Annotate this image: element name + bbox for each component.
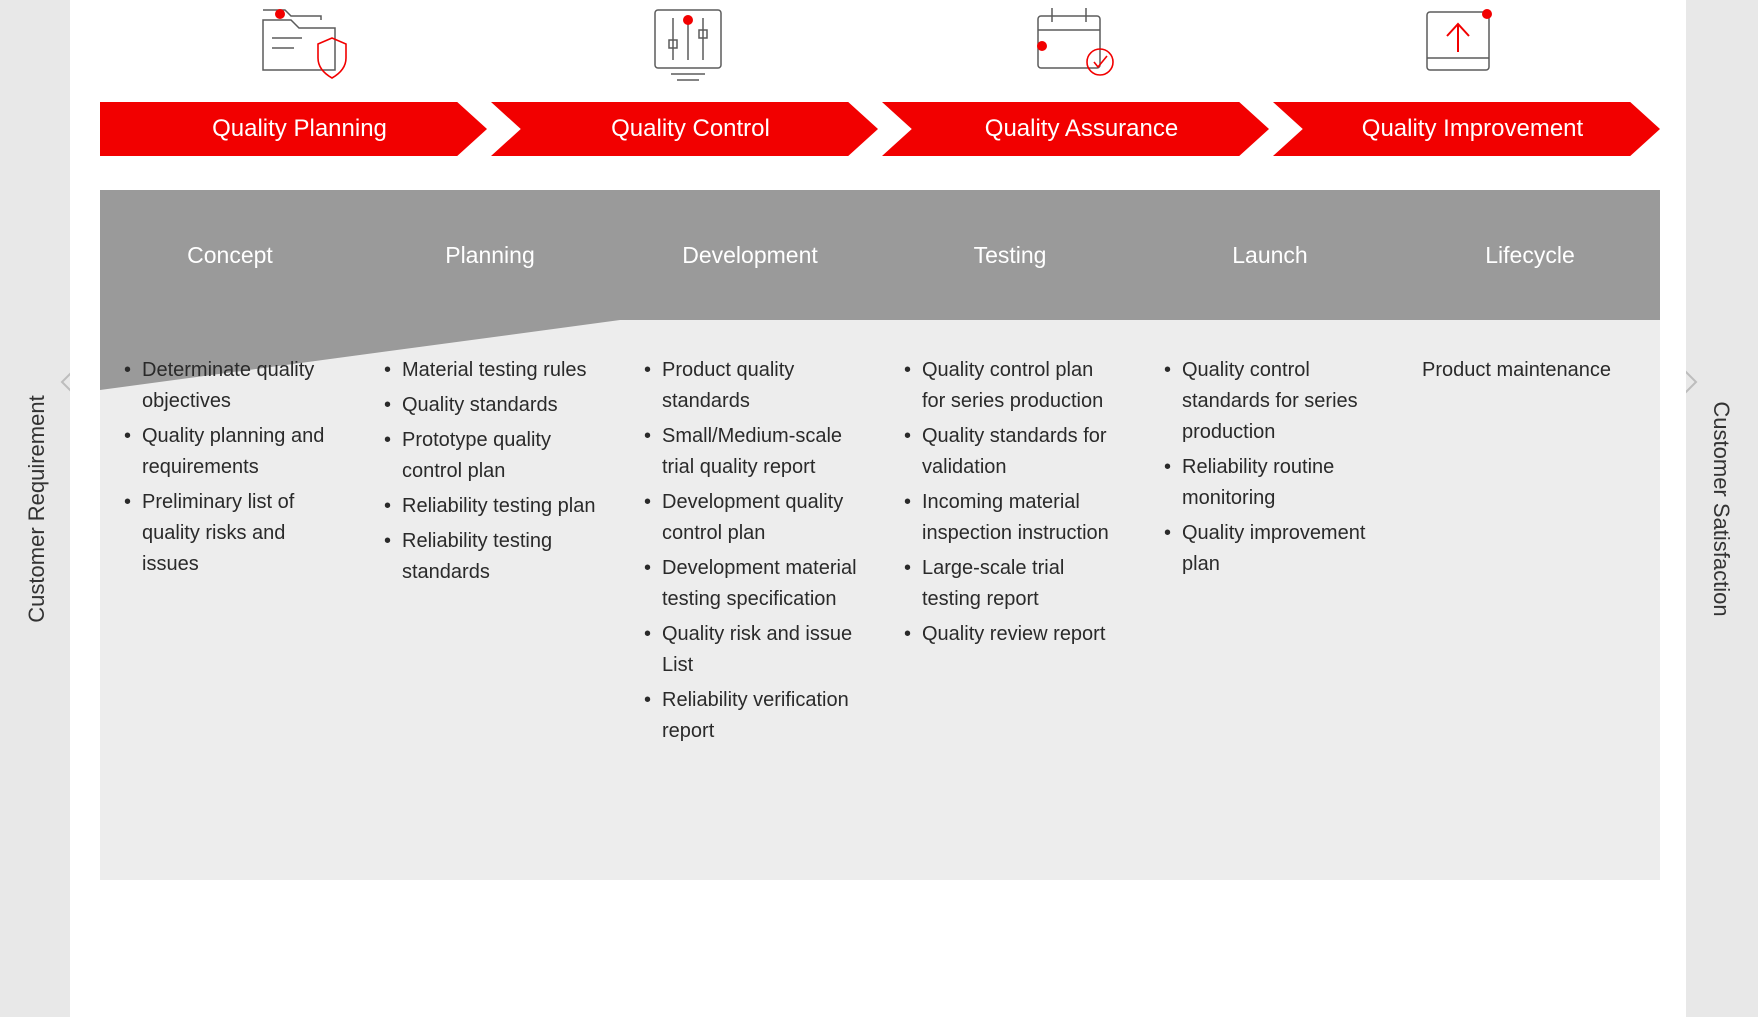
phase-body: Determinate quality objectivesQuality pl… — [100, 320, 1660, 880]
customer-requirement-label: Customer Requirement — [24, 395, 50, 622]
folder-shield-icon — [248, 0, 358, 86]
customer-satisfaction-label: Customer Satisfaction — [1708, 401, 1734, 616]
phase-item: Development quality control plan — [642, 487, 858, 549]
icon-cell — [110, 0, 495, 90]
phase-col-development: Product quality standardsSmall/Medi­um-s… — [620, 355, 880, 880]
phase-item: Reliability routine monitoring — [1162, 452, 1378, 514]
icon-cell — [495, 0, 880, 90]
phase-item: Incoming material inspection instruction — [902, 487, 1118, 549]
phase-item: Material testing rules — [382, 355, 598, 386]
phase-item: Quality standards — [382, 390, 598, 421]
stage-label: Quality Assurance — [882, 102, 1269, 156]
upload-icon — [1403, 0, 1513, 86]
phase-item: Small/Medi­um-scale trial quality report — [642, 421, 858, 483]
phase-item: Quality risk and issue List — [642, 619, 858, 681]
phase-header: Planning — [360, 190, 620, 320]
phase-item: Quality improvement plan — [1162, 518, 1378, 580]
stage-chevron: Quality Improvement — [1273, 102, 1660, 156]
phase-col-lifecycle: Product maintenance — [1400, 355, 1660, 880]
phase-headers: Concept Planning Development Testing Lau… — [100, 190, 1660, 320]
stage-chevron: Quality Assurance — [882, 102, 1269, 156]
stage-chevron: Quality Control — [491, 102, 878, 156]
phase-item: Quality review report — [902, 619, 1118, 650]
stage-label: Quality Control — [491, 102, 878, 156]
icons-row — [110, 0, 1650, 90]
phases-table: Concept Planning Development Testing Lau… — [100, 190, 1660, 880]
icon-cell — [1265, 0, 1650, 90]
phase-item: Quality control plan for series producti… — [902, 355, 1118, 417]
sliders-icon — [633, 0, 743, 86]
phase-header: Launch — [1140, 190, 1400, 320]
phase-col-launch: Quality control standards for series pro… — [1140, 355, 1400, 880]
phase-header: Testing — [880, 190, 1140, 320]
phase-item: Reliability verification report — [642, 685, 858, 747]
phase-item: Quality control standards for series pro… — [1162, 355, 1378, 448]
phase-col-testing: Quality control plan for series producti… — [880, 355, 1140, 880]
stage-label: Quality Improvement — [1273, 102, 1660, 156]
stages-row: Quality Planning Quality Control Quality… — [100, 102, 1660, 158]
phase-header: Development — [620, 190, 880, 320]
phase-item: Product quality standards — [642, 355, 858, 417]
phase-item: Quality planning and require­ments — [122, 421, 338, 483]
stage-label: Quality Planning — [100, 102, 487, 156]
phase-col-planning: Material testing rules Quality standards P… — [360, 355, 620, 880]
phase-col-concept: Determinate quality objectivesQuality pl… — [100, 355, 360, 880]
phase-item: Reliability testing standards — [382, 526, 598, 588]
main-panel: Quality Planning Quality Control Quality… — [70, 0, 1686, 1017]
phase-item: Development material testing specificati… — [642, 553, 858, 615]
phase-item: Product maintenance — [1422, 355, 1638, 386]
phase-item: Prototype quality control plan — [382, 425, 598, 487]
phase-item: Determinate quality objectives — [122, 355, 338, 417]
phase-header: Concept — [100, 190, 360, 320]
icon-cell — [880, 0, 1265, 90]
phase-item: Reliability testing plan — [382, 491, 598, 522]
stage-chevron: Quality Planning — [100, 102, 487, 156]
calendar-check-icon — [1018, 0, 1128, 86]
phase-item: Quality standards for validation — [902, 421, 1118, 483]
phase-item: Large-scale trial testing report — [902, 553, 1118, 615]
phase-item: Preliminary list of quality risks and is… — [122, 487, 338, 580]
phase-header: Lifecycle — [1400, 190, 1660, 320]
